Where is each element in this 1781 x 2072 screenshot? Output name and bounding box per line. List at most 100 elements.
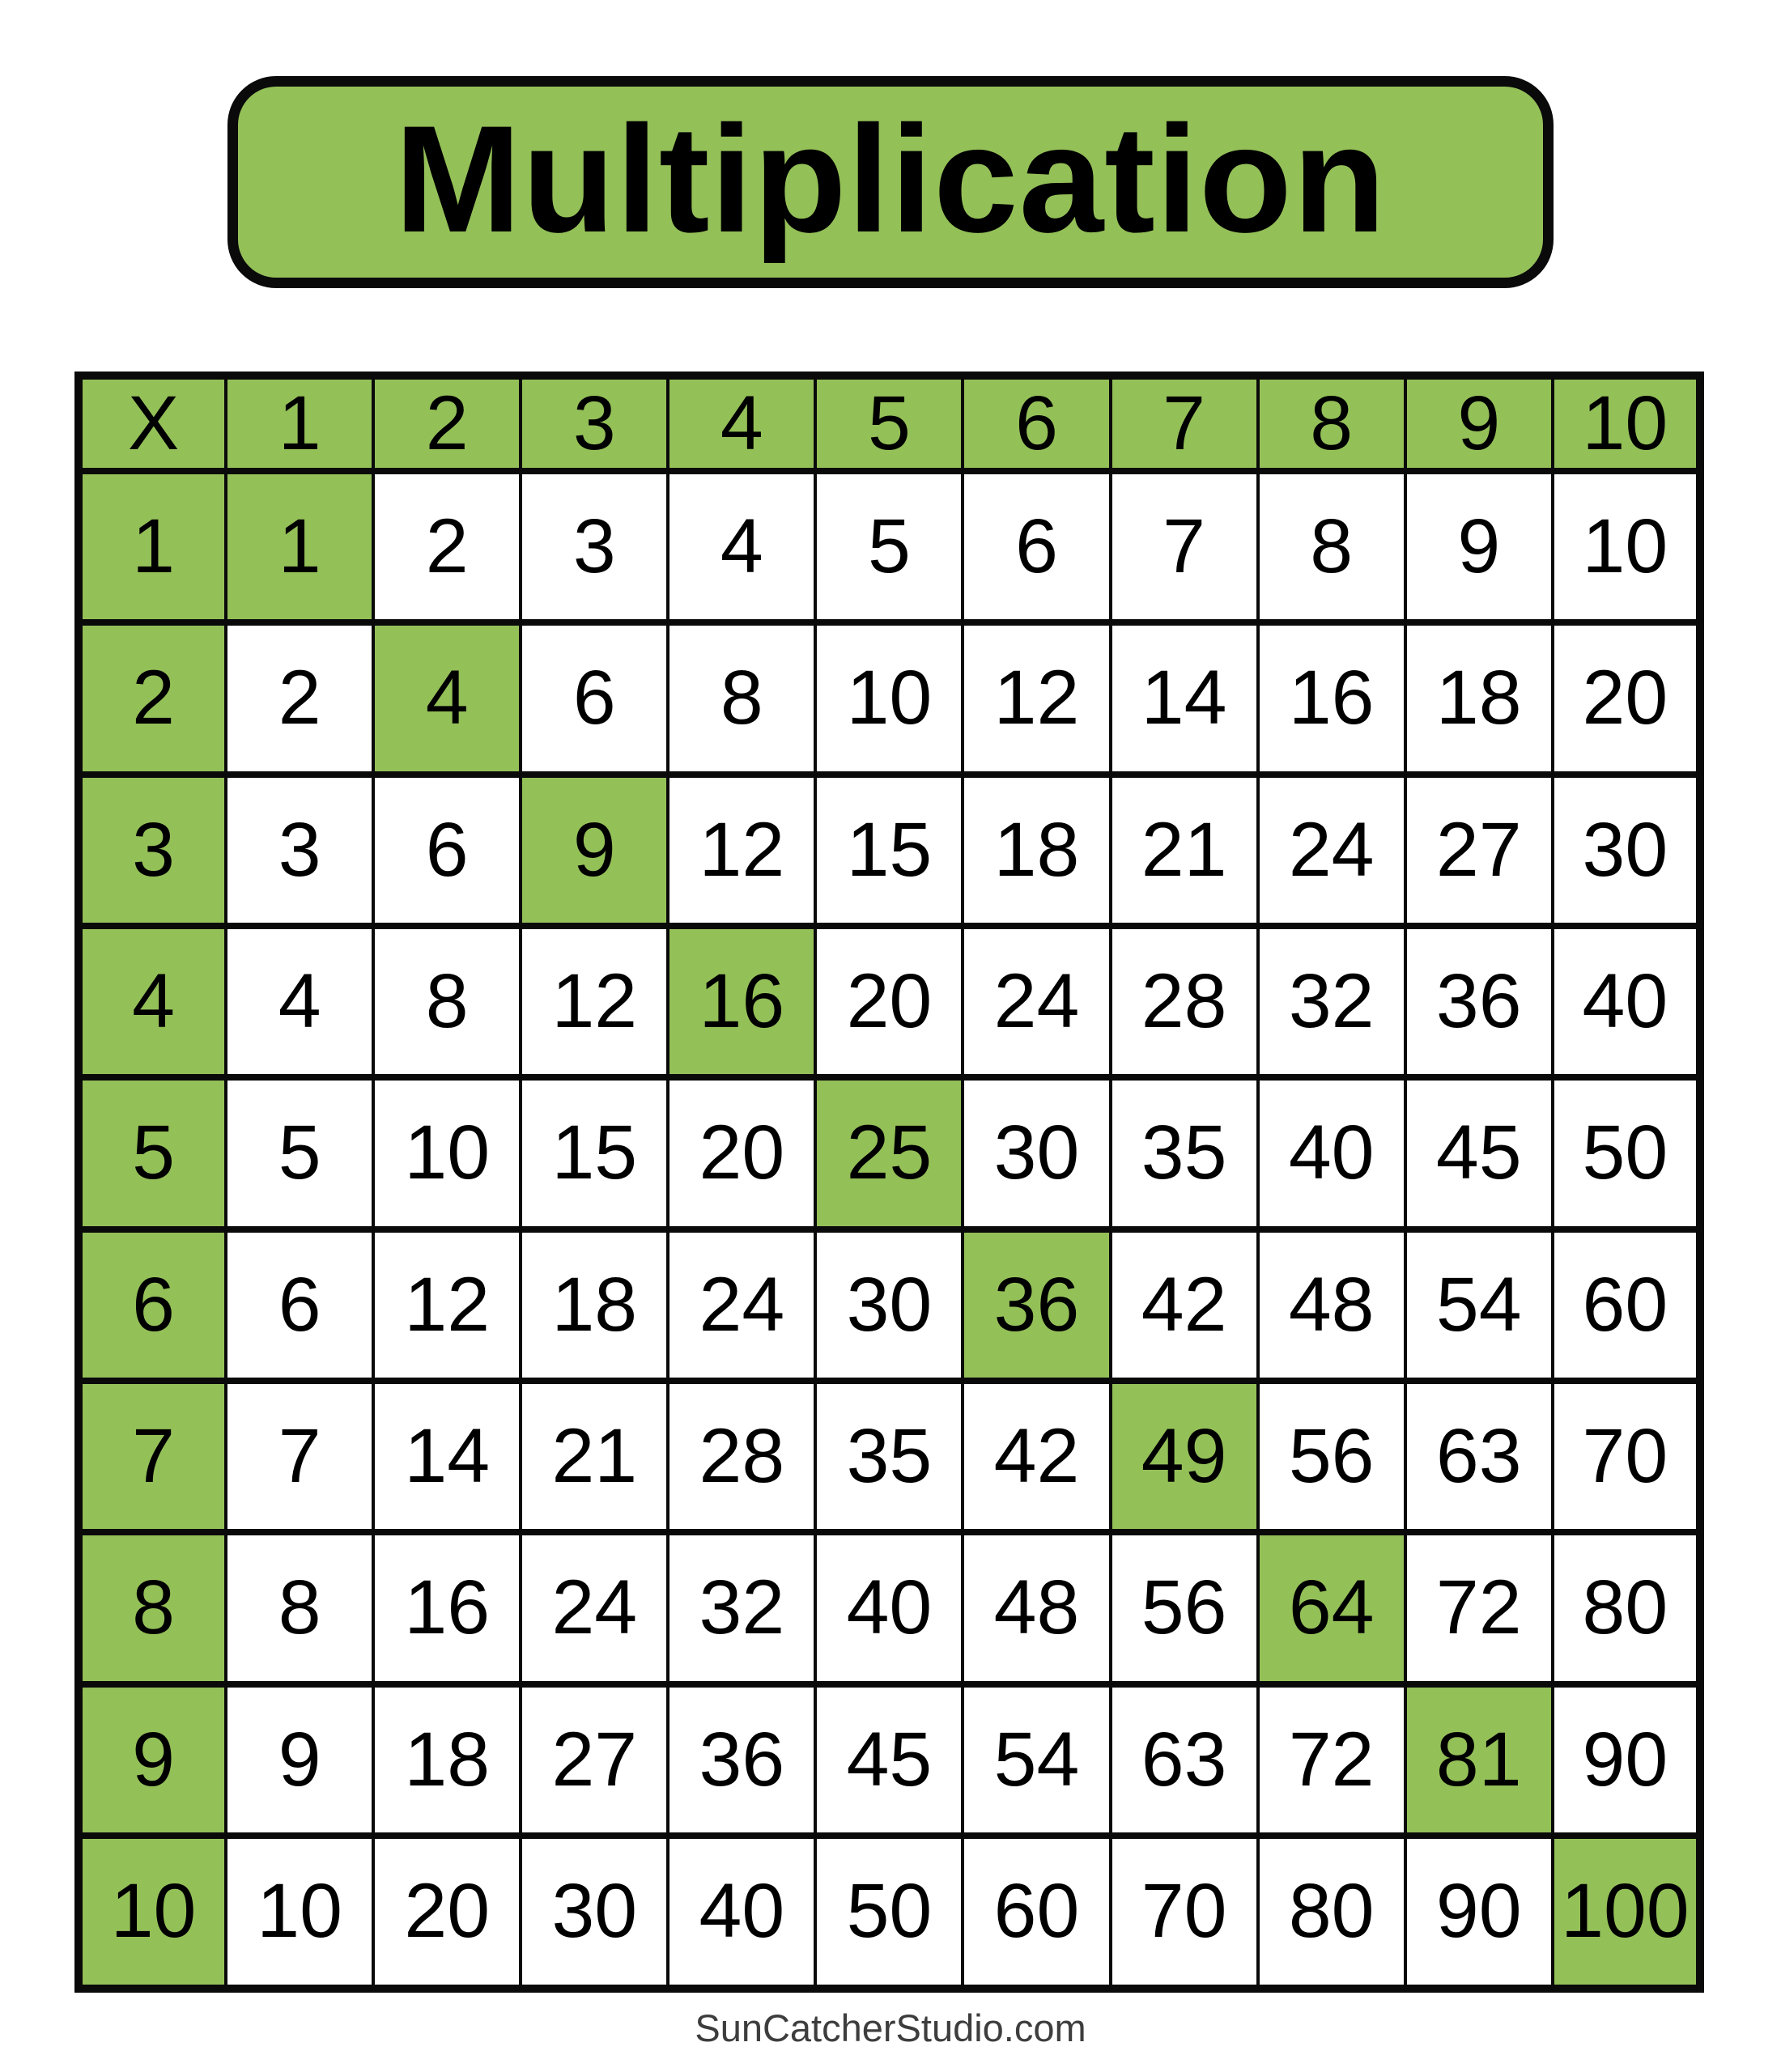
- product-cell: 60: [1550, 1225, 1702, 1384]
- product-cell: 40: [1550, 922, 1702, 1081]
- product-cell: 50: [1550, 1074, 1702, 1233]
- product-cell: 30: [1550, 771, 1702, 929]
- product-cell: 27: [1403, 771, 1554, 929]
- product-cell: 12: [961, 619, 1112, 778]
- table-row: 4 4 8 12 16 20 24 28 32 36 40: [76, 922, 1702, 1081]
- product-cell: 30: [519, 1832, 670, 1993]
- product-cell: 81: [1403, 1680, 1554, 1839]
- product-cell: 36: [961, 1225, 1112, 1384]
- product-cell: 10: [224, 1832, 376, 1993]
- column-header-cell: 3: [519, 372, 670, 474]
- product-cell: 35: [814, 1377, 965, 1536]
- product-cell: 35: [1108, 1074, 1260, 1233]
- product-cell: 72: [1403, 1529, 1554, 1688]
- product-cell: 16: [372, 1529, 523, 1688]
- product-cell: 56: [1108, 1529, 1260, 1688]
- product-cell: 32: [1256, 922, 1407, 1081]
- product-cell: 3: [224, 771, 376, 929]
- product-cell: 70: [1550, 1377, 1702, 1536]
- product-cell: 20: [1550, 619, 1702, 778]
- row-header-cell: 4: [76, 922, 228, 1081]
- product-cell: 48: [1256, 1225, 1407, 1384]
- table-row: 2 2 4 6 8 10 12 14 16 18 20: [76, 619, 1702, 778]
- product-cell: 5: [814, 467, 965, 626]
- product-cell: 16: [1256, 619, 1407, 778]
- product-cell: 6: [372, 771, 523, 929]
- product-cell: 10: [814, 619, 965, 778]
- product-cell: 6: [519, 619, 670, 778]
- product-cell: 49: [1108, 1377, 1260, 1536]
- table-row: 10 10 20 30 40 50 60 70 80 90 100: [76, 1832, 1702, 1993]
- product-cell: 24: [961, 922, 1112, 1081]
- product-cell: 27: [519, 1680, 670, 1839]
- product-cell: 16: [666, 922, 818, 1081]
- product-cell: 50: [814, 1832, 965, 1993]
- page-title: Multiplication: [394, 94, 1387, 264]
- product-cell: 60: [961, 1832, 1112, 1993]
- product-cell: 64: [1256, 1529, 1407, 1688]
- product-cell: 3: [519, 467, 670, 626]
- column-header-cell: 9: [1403, 372, 1554, 474]
- product-cell: 40: [666, 1832, 818, 1993]
- row-header-cell: 8: [76, 1529, 228, 1688]
- product-cell: 20: [666, 1074, 818, 1233]
- table-row: 8 8 16 24 32 40 48 56 64 72 80: [76, 1529, 1702, 1688]
- product-cell: 45: [814, 1680, 965, 1839]
- product-cell: 8: [372, 922, 523, 1081]
- table-row: 1 1 2 3 4 5 6 7 8 9 10: [76, 467, 1702, 626]
- product-cell: 2: [224, 619, 376, 778]
- product-cell: 25: [814, 1074, 965, 1233]
- product-cell: 6: [224, 1225, 376, 1384]
- column-header-cell: 6: [961, 372, 1112, 474]
- product-cell: 8: [224, 1529, 376, 1688]
- product-cell: 1: [224, 467, 376, 626]
- product-cell: 42: [1108, 1225, 1260, 1384]
- product-cell: 9: [519, 771, 670, 929]
- product-cell: 40: [814, 1529, 965, 1688]
- product-cell: 90: [1550, 1680, 1702, 1839]
- table-body: 1 1 2 3 4 5 6 7 8 9 10 2 2 4 6 8 10 12 14 16 18 20 3 3 6 9 12 15 18 2…: [76, 467, 1702, 1993]
- product-cell: 8: [666, 619, 818, 778]
- product-cell: 10: [1550, 467, 1702, 626]
- column-header-cell: 4: [666, 372, 818, 474]
- corner-header-cell: X: [76, 372, 228, 474]
- product-cell: 54: [1403, 1225, 1554, 1384]
- product-cell: 7: [224, 1377, 376, 1536]
- table-row: 6 6 12 18 24 30 36 42 48 54 60: [76, 1225, 1702, 1384]
- product-cell: 4: [666, 467, 818, 626]
- product-cell: 24: [1256, 771, 1407, 929]
- title-banner: Multiplication: [227, 76, 1554, 288]
- product-cell: 21: [1108, 771, 1260, 929]
- product-cell: 21: [519, 1377, 670, 1536]
- row-header-cell: 2: [76, 619, 228, 778]
- product-cell: 6: [961, 467, 1112, 626]
- footer-credit: SunCatcherStudio.com: [695, 2006, 1086, 2049]
- row-header-cell: 3: [76, 771, 228, 929]
- product-cell: 100: [1550, 1832, 1702, 1993]
- header-row: X 1 2 3 4 5 6 7 8 9 10: [76, 372, 1702, 474]
- product-cell: 20: [814, 922, 965, 1081]
- product-cell: 30: [961, 1074, 1112, 1233]
- product-cell: 28: [666, 1377, 818, 1536]
- product-cell: 28: [1108, 922, 1260, 1081]
- product-cell: 80: [1550, 1529, 1702, 1688]
- product-cell: 10: [372, 1074, 523, 1233]
- product-cell: 18: [961, 771, 1112, 929]
- product-cell: 12: [519, 922, 670, 1081]
- product-cell: 30: [814, 1225, 965, 1384]
- product-cell: 63: [1108, 1680, 1260, 1839]
- product-cell: 36: [666, 1680, 818, 1839]
- product-cell: 18: [1403, 619, 1554, 778]
- product-cell: 2: [372, 467, 523, 626]
- table-row: 5 5 10 15 20 25 30 35 40 45 50: [76, 1074, 1702, 1233]
- product-cell: 12: [666, 771, 818, 929]
- product-cell: 15: [814, 771, 965, 929]
- product-cell: 40: [1256, 1074, 1407, 1233]
- product-cell: 15: [519, 1074, 670, 1233]
- table-row: 7 7 14 21 28 35 42 49 56 63 70: [76, 1377, 1702, 1536]
- product-cell: 72: [1256, 1680, 1407, 1839]
- product-cell: 14: [372, 1377, 523, 1536]
- product-cell: 8: [1256, 467, 1407, 626]
- product-cell: 45: [1403, 1074, 1554, 1233]
- column-header-cell: 7: [1108, 372, 1260, 474]
